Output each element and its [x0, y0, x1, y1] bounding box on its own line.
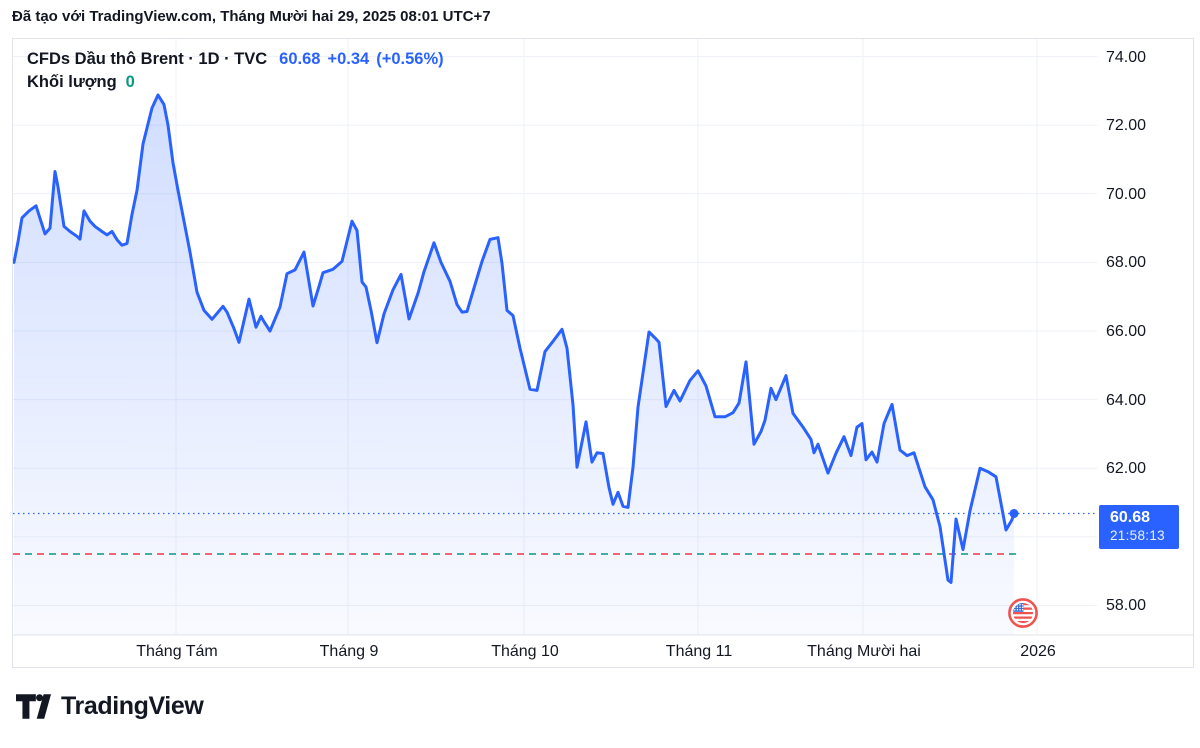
- price-tick-label: 58.00: [1106, 597, 1147, 615]
- price-tick-label: 66.00: [1106, 323, 1147, 340]
- price-change-value: +0.34: [327, 50, 370, 68]
- time-tick-label: 2026: [1020, 643, 1056, 660]
- volume-value: 0: [125, 73, 135, 91]
- footer-brand-text: TradingView: [61, 692, 204, 720]
- time-tick-label: Tháng Mười hai: [807, 643, 921, 660]
- price-tick-label: 62.00: [1106, 460, 1147, 478]
- price-tick-label: 70.00: [1106, 185, 1147, 203]
- attribution-text: Đã tạo với TradingView.com, Tháng Mười h…: [12, 8, 491, 25]
- price-change-percent: (+0.56%): [376, 50, 444, 68]
- price-tick-label: 72.00: [1106, 117, 1147, 135]
- time-tick-label: Tháng 10: [491, 643, 559, 660]
- legend-row-symbol: CFDs Dầu thô Brent · 1D · TVC 60.68 +0.34 (…: [27, 48, 451, 71]
- time-tick-label: Tháng 11: [665, 643, 733, 660]
- chart-canvas[interactable]: [13, 39, 1193, 667]
- price-tick-label: 74.00: [1106, 48, 1147, 66]
- price-values: 60.68 +0.34 (+0.56%): [279, 50, 450, 68]
- legend-row-volume: Khối lượng 0: [27, 71, 451, 94]
- us-flag-icon: [1007, 597, 1039, 629]
- footer-logo-link[interactable]: TradingView: [16, 692, 204, 721]
- time-tick-label: Tháng Tám: [136, 643, 218, 660]
- chart-widget: CFDs Dầu thô Brent · 1D · TVC 60.68 +0.34 (…: [12, 38, 1194, 668]
- symbol-title[interactable]: CFDs Dầu thô Brent · 1D · TVC: [27, 50, 268, 68]
- price-axis[interactable]: 74.00 72.00 70.00 68.00 66.00 64.00 62.00 58.00: [1093, 39, 1193, 635]
- chart-legend: CFDs Dầu thô Brent · 1D · TVC 60.68 +0.34 (…: [27, 48, 451, 94]
- last-price-badge: 60.68 21:58:13: [1099, 505, 1179, 549]
- volume-label: Khối lượng: [27, 73, 117, 91]
- badge-price: 60.68: [1110, 509, 1151, 526]
- last-price-value: 60.68: [279, 50, 321, 68]
- price-tick-label: 64.00: [1106, 391, 1147, 409]
- badge-countdown: 21:58:13: [1110, 528, 1165, 543]
- time-axis[interactable]: Tháng Tám Tháng 9 Tháng 10 Tháng 11 Tháng Mư…: [13, 636, 1098, 668]
- price-tick-label: 68.00: [1106, 254, 1147, 272]
- tradingview-logo-icon: [16, 694, 51, 719]
- time-tick-label: Tháng 9: [319, 643, 379, 660]
